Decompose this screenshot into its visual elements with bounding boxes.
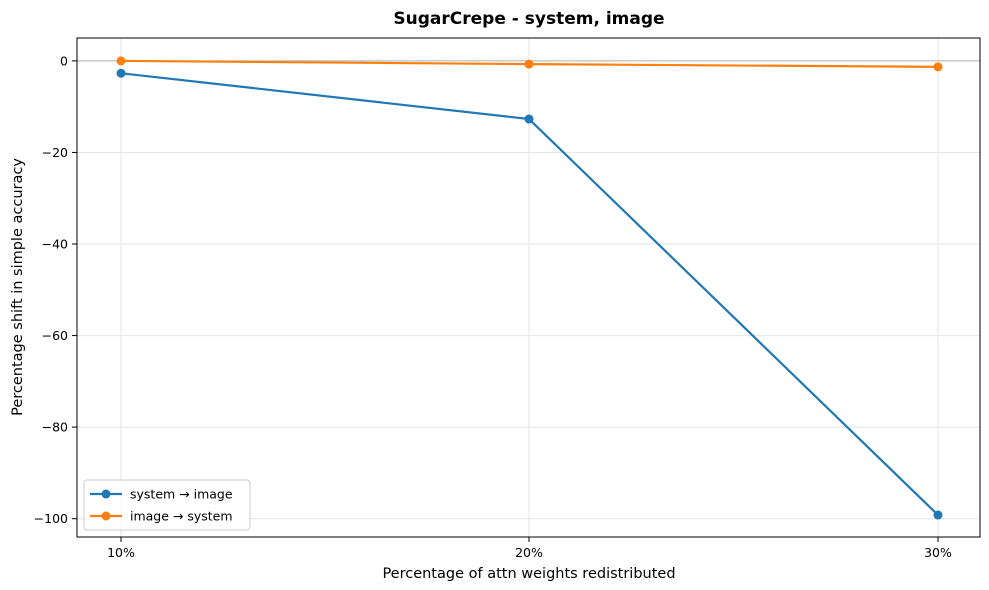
data-point	[116, 68, 126, 78]
data-point	[116, 56, 126, 66]
x-axis-ticks: 10% 20% 30%	[107, 537, 952, 560]
data-point	[524, 59, 534, 69]
y-axis-ticks: 0 −20 −40 −60 −80 −100	[34, 53, 77, 526]
data-point	[524, 114, 534, 124]
series-lines	[116, 56, 943, 520]
y-tick-label: −100	[34, 511, 68, 526]
legend-label: system → image	[130, 487, 233, 502]
y-tick-label: −80	[42, 420, 68, 435]
legend-label: image → system	[130, 509, 233, 524]
data-point	[933, 62, 943, 72]
grid	[77, 38, 980, 537]
x-tick-label: 10%	[107, 545, 135, 560]
legend-entry-system-to-image: system → image	[90, 487, 233, 502]
legend-swatch-marker	[101, 511, 111, 521]
legend-entry-image-to-system: image → system	[90, 509, 233, 524]
legend: system → image image → system	[83, 479, 251, 531]
y-tick-label: −60	[42, 328, 68, 343]
data-point	[933, 510, 943, 520]
legend-box	[83, 479, 251, 531]
y-tick-label: −20	[42, 145, 68, 160]
x-tick-label: 20%	[515, 545, 543, 560]
y-tick-label: 0	[60, 53, 68, 68]
series-1	[116, 56, 943, 72]
series-0	[116, 68, 943, 520]
y-tick-label: −40	[42, 237, 68, 252]
chart-title: SugarCrepe - system, image	[393, 9, 664, 29]
x-tick-label: 30%	[924, 545, 952, 560]
legend-swatch-marker	[101, 489, 111, 499]
y-axis-label: Percentage shift in simple accuracy	[10, 158, 26, 416]
x-axis-label: Percentage of attn weights redistributed	[382, 566, 675, 582]
